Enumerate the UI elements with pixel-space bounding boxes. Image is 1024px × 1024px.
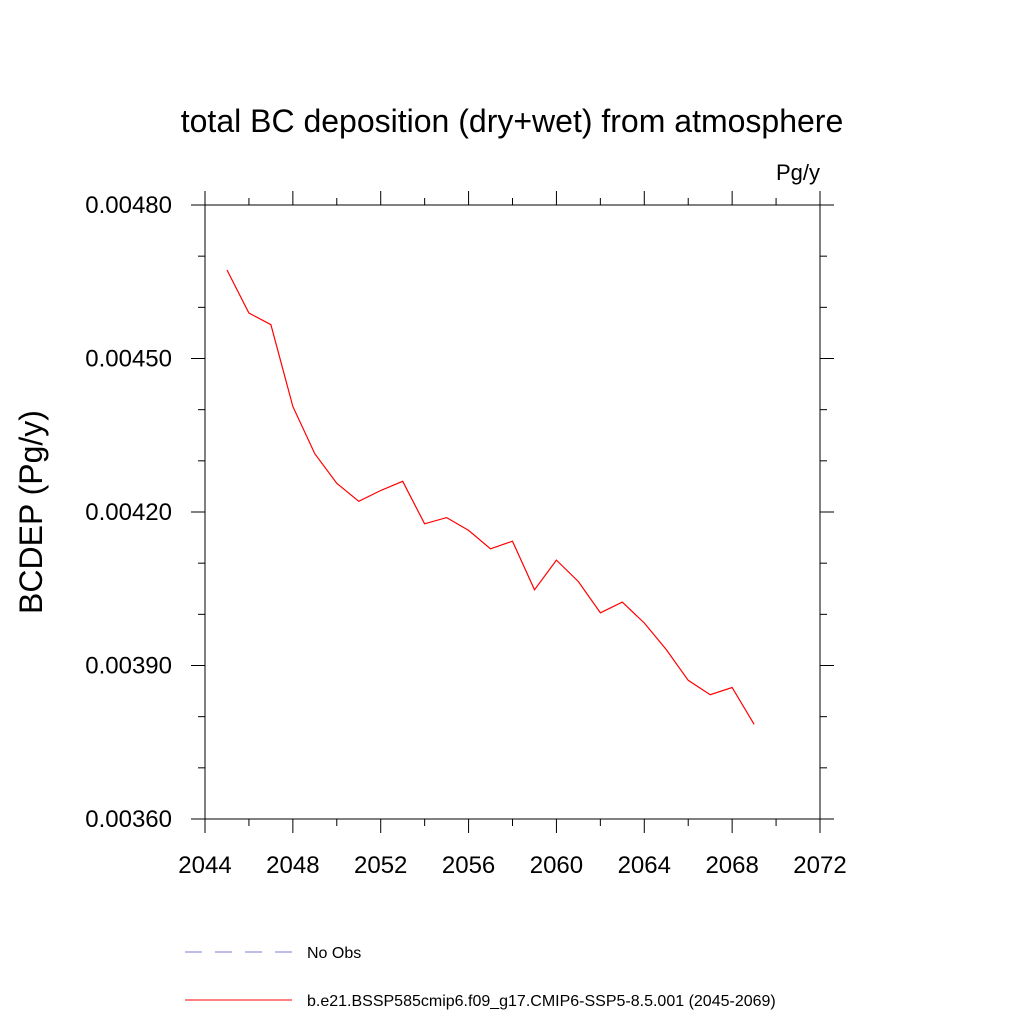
units-label: Pg/y bbox=[776, 160, 820, 185]
x-tick-label: 2044 bbox=[178, 852, 231, 879]
y-tick-label: 0.00450 bbox=[85, 346, 172, 373]
series-group bbox=[226, 269, 755, 725]
x-tick-labels: 2044 2048 2052 2056 2060 2064 2068 2072 bbox=[178, 852, 846, 879]
chart-title: total BC deposition (dry+wet) from atmos… bbox=[181, 103, 844, 139]
y-tick-label: 0.00480 bbox=[85, 192, 172, 219]
x-tick-label: 2052 bbox=[354, 852, 407, 879]
plot-frame bbox=[204, 204, 821, 820]
legend-label-no-obs: No Obs bbox=[307, 945, 361, 962]
series-line bbox=[226, 269, 755, 725]
x-tick-label: 2072 bbox=[793, 852, 846, 879]
legend-label-ssp585: b.e21.BSSP585cmip6.f09_g17.CMIP6-SSP5-8.… bbox=[307, 993, 776, 1010]
y-tick-label: 0.00420 bbox=[85, 499, 172, 526]
x-tick-label: 2056 bbox=[442, 852, 495, 879]
legend: No Obs b.e21.BSSP585cmip6.f09_g17.CMIP6-… bbox=[185, 945, 776, 1010]
x-tick-label: 2068 bbox=[705, 852, 758, 879]
y-tick-label: 0.00390 bbox=[85, 653, 172, 680]
x-tick-label: 2048 bbox=[266, 852, 319, 879]
y-tick-label: 0.00360 bbox=[85, 806, 172, 833]
y-axis-label: BCDEP (Pg/y) bbox=[13, 410, 49, 614]
x-tick-label: 2060 bbox=[530, 852, 583, 879]
y-ticks bbox=[191, 204, 834, 820]
x-tick-label: 2064 bbox=[618, 852, 671, 879]
x-ticks bbox=[204, 191, 821, 833]
y-tick-labels: 0.00360 0.00390 0.00420 0.00450 0.00480 bbox=[85, 192, 172, 833]
